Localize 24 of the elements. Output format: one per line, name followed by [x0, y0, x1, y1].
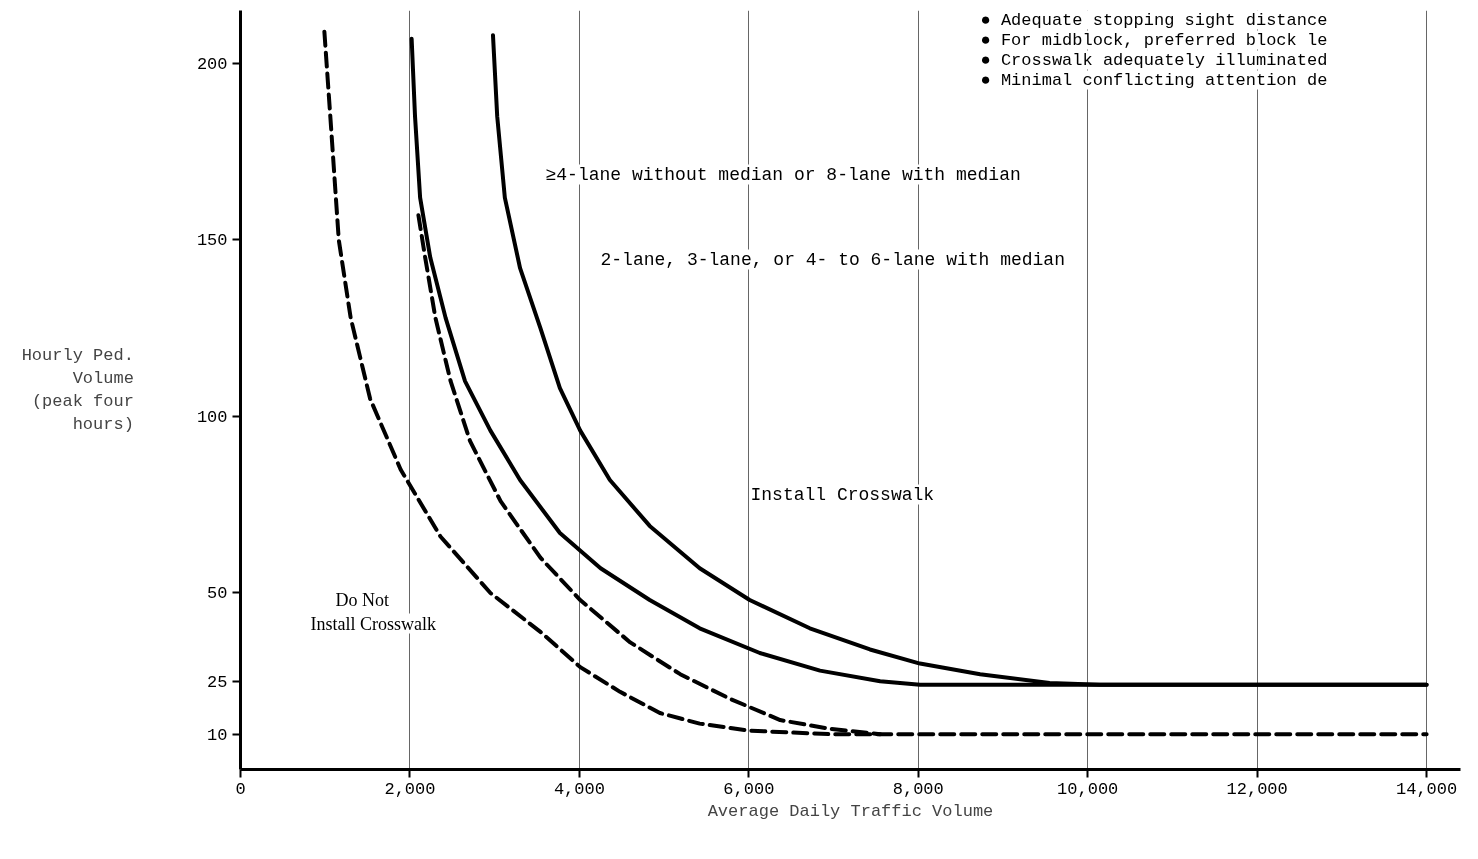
y-tick-label: 200 [196, 54, 228, 74]
x-tick-label: 0 [235, 779, 246, 799]
annotation: Do Not Install Crosswalk [310, 589, 436, 634]
y-tick-label: 150 [196, 231, 228, 251]
x-tick-label: 10,000 [1057, 779, 1119, 799]
annotation: ● Minimal conflicting attention de [980, 70, 1328, 90]
x-tick-label: 4,000 [553, 779, 605, 799]
x-axis-title: Average Daily Traffic Volume [707, 801, 994, 821]
x-tick-label: 8,000 [892, 779, 944, 799]
x-tick-label: 6,000 [723, 779, 775, 799]
x-tick-label: 2,000 [384, 779, 436, 799]
x-tick-label: 12,000 [1226, 779, 1288, 799]
annotation: 2-lane, 3-lane, or 4- to 6-lane with median [600, 249, 1065, 270]
y-tick-label: 10 [207, 725, 228, 745]
y-tick-label: 100 [196, 407, 228, 427]
annotation: ≥4-lane without median or 8-lane with median [545, 164, 1021, 185]
annotation: ● Adequate stopping sight distance [980, 10, 1328, 30]
y-tick-label: 25 [207, 672, 228, 692]
annotation: Install Crosswalk [750, 484, 935, 505]
annotation: ● For midblock, preferred block le [980, 30, 1328, 50]
x-tick-label: 14,000 [1396, 779, 1458, 799]
y-tick-label: 50 [207, 584, 228, 604]
annotation: ● Crosswalk adequately illuminated [980, 50, 1328, 70]
y-axis-title: Hourly Ped. Volume (peak four hours) [21, 346, 134, 434]
